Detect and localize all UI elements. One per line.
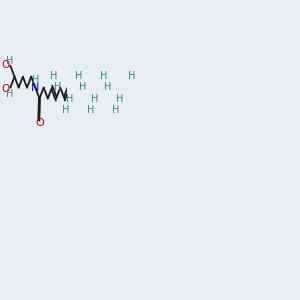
Text: H: H [75,71,82,81]
Text: H: H [87,105,94,115]
Text: H: H [6,56,14,66]
Text: H: H [6,89,13,99]
Text: H: H [116,94,124,104]
Text: H: H [62,105,70,115]
Text: H: H [128,70,135,80]
Text: N: N [31,82,40,93]
Text: H: H [66,94,74,104]
Text: H: H [100,71,107,81]
Text: H: H [32,75,39,85]
Text: H: H [50,71,57,81]
Text: H: H [79,82,86,92]
Text: H: H [54,82,61,92]
Text: O: O [36,118,44,128]
Text: O: O [2,60,10,70]
Text: H: H [91,94,99,104]
Text: H: H [104,82,111,92]
Text: H: H [112,105,119,115]
Text: O: O [1,84,9,94]
